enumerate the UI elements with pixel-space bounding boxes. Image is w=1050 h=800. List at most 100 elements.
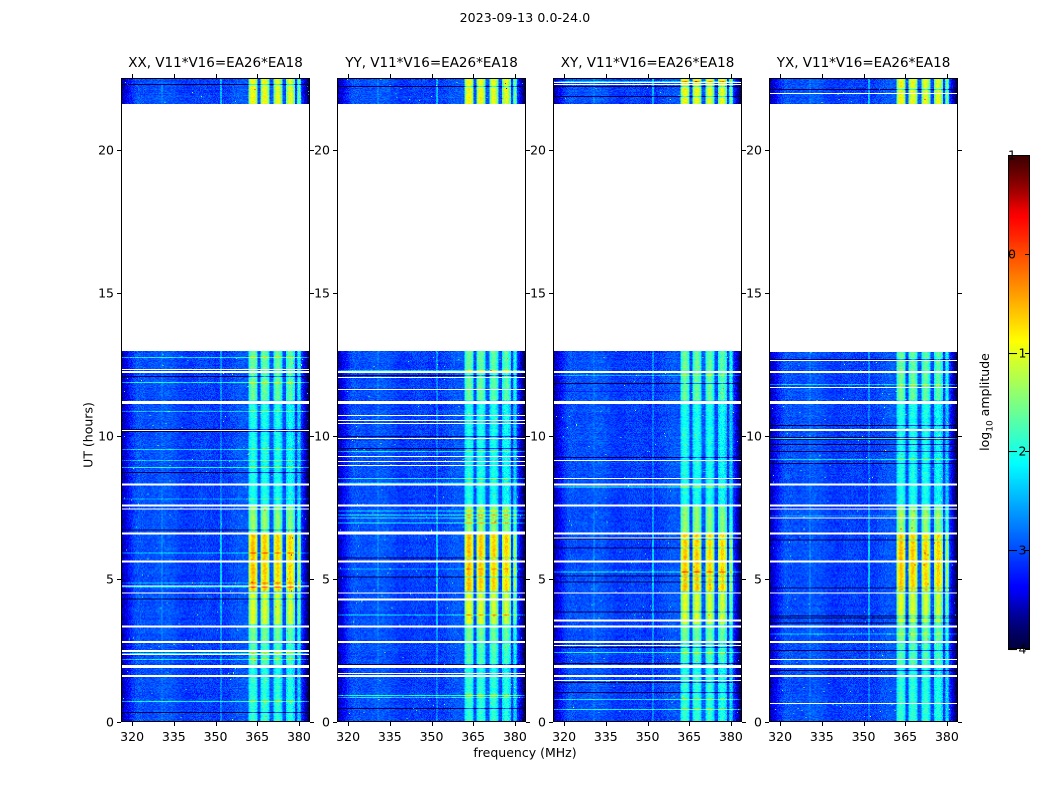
x-tick-mark-top	[564, 74, 566, 78]
x-tick-label: 380	[286, 729, 311, 744]
y-tick-mark	[333, 149, 337, 151]
y-tick-mark	[765, 435, 769, 437]
y-tick-mark	[549, 149, 553, 151]
x-tick-label: 350	[203, 729, 228, 744]
y-tick-mark	[117, 578, 121, 580]
colorbar-label-main: log	[976, 431, 992, 451]
y-tick-mark-right	[310, 149, 314, 151]
x-tick-mark	[348, 722, 350, 726]
y-tick-label: 15	[530, 285, 546, 301]
y-tick-mark-right	[958, 722, 962, 723]
figure-suptitle: 2023-09-13 0.0-24.0	[459, 10, 591, 25]
x-tick-mark-top	[730, 74, 732, 78]
y-tick-mark	[333, 722, 337, 723]
x-tick-mark-top	[647, 74, 649, 78]
waterfall-panel-xy[interactable]: XY, V11*V16=EA26*EA18 0 5 10 15 20 320 335 350 36…	[530, 55, 746, 744]
x-tick-label: 380	[718, 729, 743, 744]
x-tick-label: 320	[768, 729, 793, 744]
x-tick-label: 365	[245, 729, 270, 744]
colorbar-tick-mark	[1008, 550, 1013, 552]
y-tick-mark-right	[742, 435, 746, 437]
y-tick-label: 20	[530, 142, 546, 158]
colorbar-tick-mark	[1025, 649, 1030, 650]
x-tick-label: 320	[336, 729, 361, 744]
x-tick-label: 350	[419, 729, 444, 744]
x-tick-mark	[298, 722, 300, 726]
y-tick-label: 5	[754, 571, 762, 587]
y-tick-label: 10	[98, 428, 114, 444]
colorbar-tick-label: −4	[1008, 641, 1027, 657]
y-tick-label: 0	[106, 714, 114, 730]
x-tick-mark	[946, 722, 948, 726]
x-tick-mark-top	[348, 74, 350, 78]
x-tick-mark	[473, 722, 475, 726]
x-tick-mark-top	[389, 74, 391, 78]
x-tick-mark	[431, 722, 433, 726]
y-tick-mark	[765, 149, 769, 151]
y-tick-mark	[549, 722, 553, 723]
x-tick-label: 335	[161, 729, 186, 744]
y-tick-mark-right	[526, 292, 530, 294]
y-tick-label: 5	[538, 571, 546, 587]
y-tick-mark-right	[958, 578, 962, 580]
x-tick-mark	[514, 722, 516, 726]
y-tick-mark	[333, 292, 337, 294]
colorbar-tick-label: −3	[1008, 543, 1026, 558]
x-tick-mark	[564, 722, 566, 726]
y-tick-mark	[549, 435, 553, 437]
y-tick-mark-right	[310, 722, 314, 723]
x-tick-mark	[730, 722, 732, 726]
y-tick-label: 0	[538, 714, 546, 730]
x-tick-label: 320	[552, 729, 577, 744]
x-tick-label: 320	[120, 729, 145, 744]
y-tick-mark-right	[310, 578, 314, 580]
panel-plot-area[interactable]	[121, 78, 310, 722]
waterfall-image	[122, 79, 309, 721]
x-axis-label: frequency (MHz)	[473, 745, 577, 760]
colorbar-label-sub: 10	[985, 420, 996, 432]
panel-plot-area[interactable]	[337, 78, 526, 722]
colorbar-tick-mark	[1025, 155, 1030, 156]
y-tick-label: 20	[746, 142, 762, 158]
x-tick-mark	[257, 722, 259, 726]
x-tick-mark-top	[863, 74, 865, 78]
x-tick-mark-top	[215, 74, 217, 78]
x-tick-label: 365	[677, 729, 702, 744]
x-tick-mark	[389, 722, 391, 726]
colorbar-label: log10 amplitude	[977, 353, 996, 451]
y-tick-mark	[765, 578, 769, 580]
colorbar[interactable]	[1008, 155, 1030, 649]
y-tick-label: 15	[98, 285, 114, 301]
x-tick-mark-top	[431, 74, 433, 78]
x-tick-mark-top	[946, 74, 948, 78]
y-tick-label: 15	[746, 285, 762, 301]
y-tick-label: 5	[322, 571, 330, 587]
y-tick-label: 15	[314, 285, 330, 301]
panel-plot-area[interactable]	[769, 78, 958, 722]
y-tick-mark	[765, 722, 769, 723]
waterfall-panel-yy[interactable]: YY, V11*V16=EA26*EA18 0 5 10 15 20 320 335 350 36…	[314, 55, 530, 744]
waterfall-panel-yx[interactable]: YX, V11*V16=EA26*EA18 0 5 10 15 20 320 335 350 36…	[746, 55, 962, 744]
y-tick-mark	[333, 435, 337, 437]
x-tick-mark	[821, 722, 823, 726]
waterfall-image	[770, 79, 957, 721]
colorbar-label-tail: amplitude	[976, 353, 992, 421]
y-tick-label: 10	[530, 428, 546, 444]
y-tick-mark	[549, 292, 553, 294]
y-tick-label: 20	[98, 142, 114, 158]
x-tick-mark-top	[821, 74, 823, 78]
x-tick-label: 335	[809, 729, 834, 744]
x-tick-mark	[780, 722, 782, 726]
x-tick-mark-top	[780, 74, 782, 78]
y-tick-mark-right	[958, 149, 962, 151]
x-tick-label: 350	[851, 729, 876, 744]
colorbar-tick-mark	[1025, 253, 1030, 255]
panel-plot-area[interactable]	[553, 78, 742, 722]
y-tick-mark-right	[742, 578, 746, 580]
waterfall-panel-xx[interactable]: XX, V11*V16=EA26*EA18 0 5 10 15 20 320 335 350 36…	[98, 55, 314, 744]
y-tick-mark-right	[310, 292, 314, 294]
waterfall-image	[554, 79, 741, 721]
y-tick-mark-right	[742, 722, 746, 723]
waterfall-image	[338, 79, 525, 721]
